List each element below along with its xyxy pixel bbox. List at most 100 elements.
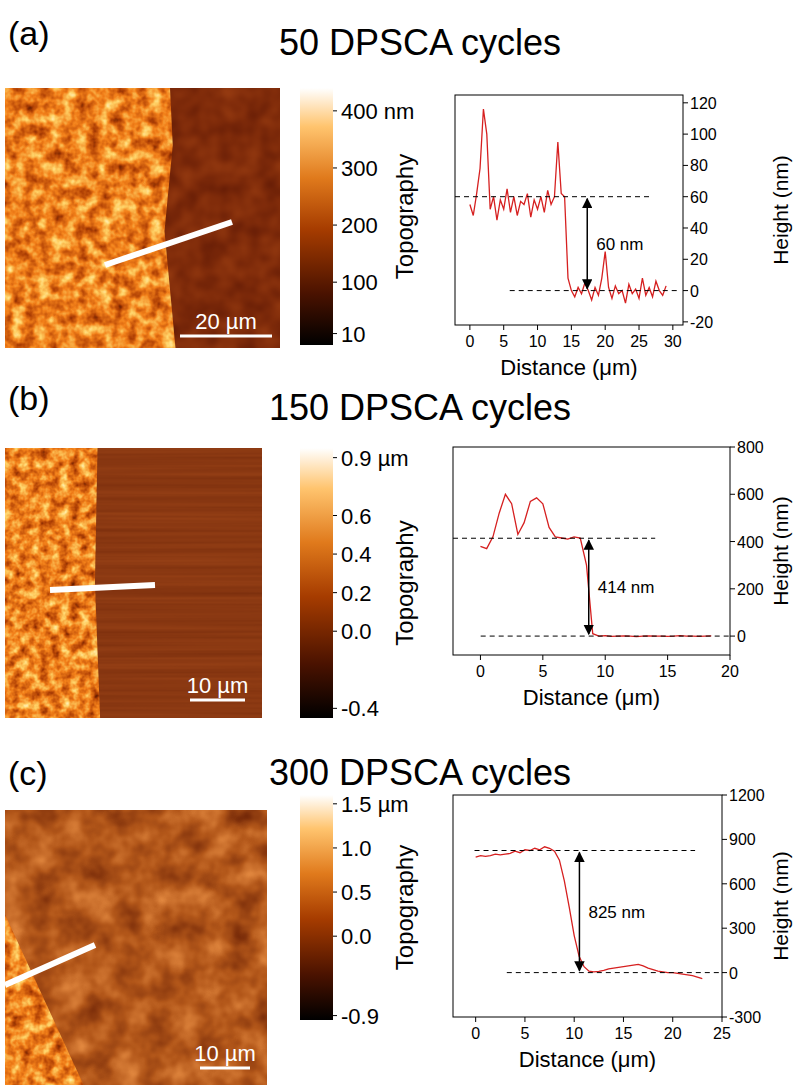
height-arrow	[586, 199, 588, 289]
x-tick-label: 20	[664, 1025, 682, 1042]
panel-label: (b)	[8, 379, 50, 417]
scale-bar	[200, 1067, 250, 1070]
profile-chart: 051015202530-20020406080100120Distance (…	[455, 95, 792, 380]
colorbar-tick-label: 200	[341, 213, 378, 238]
x-tick-label: 20	[721, 663, 739, 680]
y-tick-label: -20	[690, 314, 713, 331]
x-tick-label: 0	[476, 663, 485, 680]
y-tick	[683, 259, 688, 260]
y-tick	[730, 494, 735, 495]
y-tick	[722, 839, 727, 840]
x-tick	[524, 1017, 525, 1022]
height-arrow	[579, 853, 581, 971]
y-tick-label: 300	[729, 920, 756, 937]
colorbar-tick	[333, 167, 337, 168]
plot-frame	[453, 447, 730, 655]
x-tick	[623, 1017, 624, 1022]
height-arrow	[588, 540, 590, 634]
x-tick	[480, 655, 481, 660]
x-tick-label: 5	[520, 1025, 529, 1042]
colorbar-tick	[333, 892, 337, 893]
image-texture	[5, 448, 262, 718]
y-tick	[683, 196, 688, 197]
x-tick-label: 10	[529, 333, 547, 350]
y-tick	[683, 102, 688, 103]
plot-frame	[453, 795, 722, 1017]
colorbar-tick	[333, 708, 337, 709]
x-tick	[672, 325, 673, 330]
y-tick	[722, 883, 727, 884]
profile-chart: 0510152025-30003006009001200Distance (μm…	[453, 787, 792, 1072]
panel-label: (a)	[8, 14, 50, 52]
x-axis-title: Distance (μm)	[500, 355, 637, 380]
y-tick	[722, 972, 727, 973]
colorbar-tick-label: -0.4	[341, 696, 379, 721]
colorbar-tick	[333, 225, 337, 226]
y-tick-label: 400	[737, 534, 764, 551]
plot-data	[475, 847, 722, 979]
y-tick-label: 900	[729, 831, 756, 848]
x-tick-label: 0	[471, 1025, 480, 1042]
level-line	[475, 850, 696, 851]
image-base	[5, 448, 262, 718]
panel: (c)300 DPSCA cycles10 µm1.5 µm1.00.50.0-…	[5, 752, 792, 1085]
colorbar-tick	[333, 936, 337, 937]
image-region	[5, 915, 84, 1086]
x-tick-label: 15	[659, 663, 677, 680]
y-tick	[730, 447, 735, 448]
x-tick	[475, 1017, 476, 1022]
y-tick	[722, 928, 727, 929]
image-base	[5, 810, 267, 1085]
profile-chart: 051015200200400600800Distance (μm)Height…	[453, 439, 792, 710]
y-tick	[683, 290, 688, 291]
panel-title: 150 DPSCA cycles	[269, 387, 571, 428]
y-tick-label: 20	[690, 251, 708, 268]
colorbar-tick-label: 0.6	[341, 504, 372, 529]
colorbar-tick-label: 0.2	[341, 581, 372, 606]
panel-title: 50 DPSCA cycles	[279, 22, 561, 63]
x-tick-label: 25	[713, 1025, 731, 1042]
y-tick-label: 1200	[729, 787, 765, 804]
y-tick	[722, 1017, 727, 1018]
height-label: 60 nm	[596, 235, 643, 254]
y-tick-label: 120	[690, 95, 717, 112]
y-tick	[730, 588, 735, 589]
colorbar-tick-label: 0.0	[341, 619, 372, 644]
plot-data	[455, 109, 681, 303]
colorbar	[300, 448, 333, 718]
x-tick-label: 10	[565, 1025, 583, 1042]
x-axis-title: Distance (μm)	[519, 1047, 656, 1072]
plot-data	[453, 494, 730, 636]
colorbar-tick	[333, 282, 337, 283]
x-tick	[571, 325, 572, 330]
image-region	[165, 88, 281, 348]
image-base	[5, 88, 280, 348]
colorbar-tick-label: 1.5 µm	[341, 792, 409, 817]
x-tick	[574, 1017, 575, 1022]
x-tick	[722, 1017, 723, 1022]
y-tick-label: 0	[729, 965, 738, 982]
panel-label: (c)	[8, 754, 48, 792]
afm-image: 10 µm	[5, 810, 267, 1085]
panel: (a)50 DPSCA cycles20 µm400 nm30020010010…	[5, 14, 792, 380]
y-tick-label: 600	[729, 876, 756, 893]
y-tick	[683, 165, 688, 166]
image-texture	[5, 810, 267, 1085]
x-axis-title: Distance (μm)	[523, 685, 660, 710]
colorbar-tick-label: 300	[341, 156, 378, 181]
y-tick-label: 80	[690, 157, 708, 174]
height-label: 825 nm	[588, 903, 645, 922]
y-tick	[730, 636, 735, 637]
colorbar-tick-label: 0.9 µm	[341, 446, 409, 471]
y-tick	[683, 227, 688, 228]
y-tick-label: 0	[737, 628, 746, 645]
colorbar-tick	[333, 631, 337, 632]
x-tick	[605, 325, 606, 330]
x-tick-label: 0	[465, 333, 474, 350]
x-tick-label: 20	[596, 333, 614, 350]
image-region	[95, 448, 262, 718]
image-texture	[5, 88, 280, 348]
colorbar-tick	[333, 1015, 337, 1016]
x-tick-label: 25	[630, 333, 648, 350]
y-tick	[683, 321, 688, 322]
